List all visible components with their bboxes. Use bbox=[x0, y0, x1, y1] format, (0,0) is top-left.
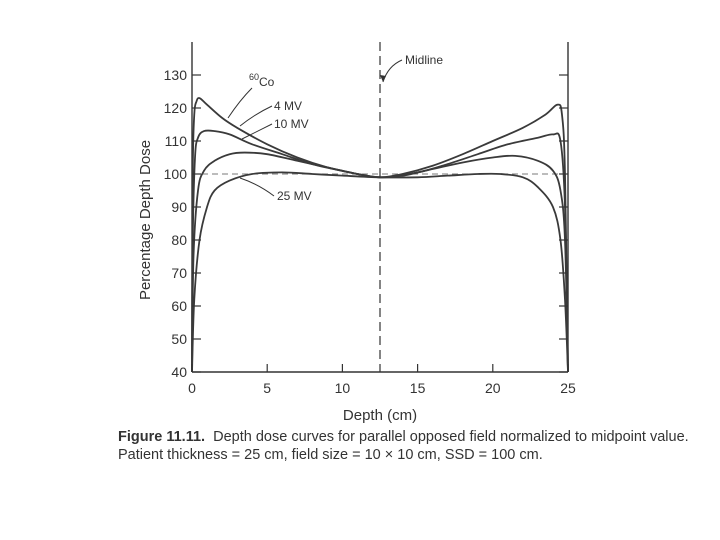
leader-60co bbox=[227, 87, 253, 119]
y-tick-label-90: 90 bbox=[171, 199, 187, 215]
caption-text-1: Depth dose curves for parallel opposed f… bbox=[213, 429, 689, 445]
leader-4mv bbox=[239, 105, 273, 127]
caption-line-2: Patient thickness = 25 cm, field size = … bbox=[118, 447, 543, 463]
series-label-60co-base: Co bbox=[259, 75, 275, 89]
y-tick-label-80: 80 bbox=[171, 232, 187, 248]
x-axis-title: Depth (cm) bbox=[343, 407, 417, 424]
y-tick-label-120: 120 bbox=[164, 100, 188, 116]
midline-arrowhead bbox=[380, 75, 386, 82]
series-line-25mv bbox=[191, 171, 569, 373]
midline-label: Midline bbox=[405, 53, 443, 67]
leader-25mv bbox=[239, 177, 275, 197]
x-tick-label-0: 0 bbox=[188, 380, 196, 396]
series-label-10mv: 10 MV bbox=[274, 117, 309, 131]
y-tick-label-100: 100 bbox=[164, 166, 188, 182]
series-label-4mv: 4 MV bbox=[274, 99, 302, 113]
series-label-60co-sup: 60 bbox=[249, 72, 259, 82]
caption-line-1: Figure 11.11. Depth dose curves for para… bbox=[118, 428, 708, 446]
leader-10mv bbox=[241, 123, 273, 140]
y-tick-label-70: 70 bbox=[171, 265, 187, 281]
y-tick-label-40: 40 bbox=[171, 364, 187, 380]
x-tick-label-10: 10 bbox=[335, 380, 351, 396]
y-axis-title: Percentage Depth Dose bbox=[137, 140, 154, 300]
figure-caption: Figure 11.11. Depth dose curves for para… bbox=[118, 428, 708, 464]
y-tick-label-110: 110 bbox=[165, 133, 188, 149]
y-tick-label-60: 60 bbox=[171, 298, 187, 314]
x-tick-label-15: 15 bbox=[410, 380, 426, 396]
x-tick-label-5: 5 bbox=[263, 380, 271, 396]
y-tick-label-130: 130 bbox=[164, 67, 188, 83]
x-tick-label-20: 20 bbox=[485, 380, 501, 396]
series-label-60co: 60Co bbox=[249, 72, 275, 89]
series-label-25mv: 25 MV bbox=[277, 189, 312, 203]
x-tick-label-25: 25 bbox=[560, 380, 576, 396]
series-line-4mv bbox=[191, 129, 569, 373]
caption-label: Figure 11.11. bbox=[118, 429, 206, 445]
midline-arrow bbox=[382, 59, 403, 83]
y-tick-label-50: 50 bbox=[171, 331, 187, 347]
